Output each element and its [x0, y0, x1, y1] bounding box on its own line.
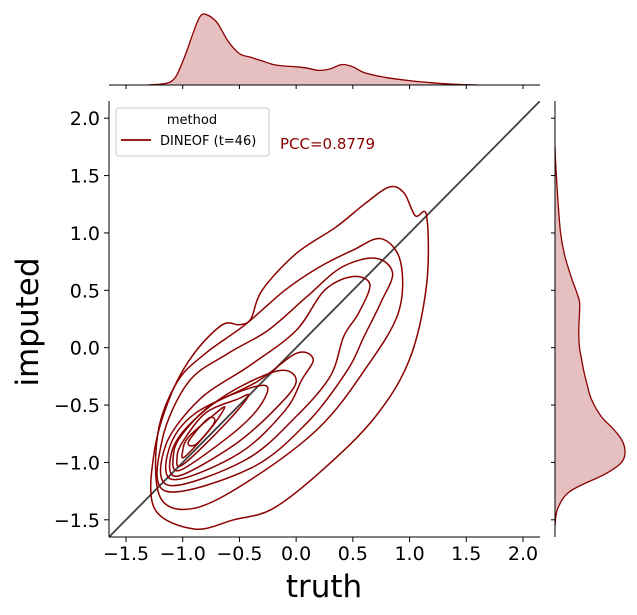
top-marginal-density: [109, 13, 540, 89]
x-tick-label: 1.0: [394, 543, 424, 565]
x-tick-label: 2.0: [508, 543, 538, 565]
legend-entry-dineof: DINEOF (t=46): [160, 134, 256, 149]
kde-contour-level-9: [154, 237, 404, 511]
kde-contour-level-8: [156, 257, 394, 493]
x-axis-title: truth: [286, 569, 362, 605]
y-tick-label: 0.0: [70, 338, 100, 360]
x-tick-label: −0.5: [216, 543, 262, 565]
y-tick-label: −0.5: [54, 395, 100, 417]
x-tick-label: 0.5: [338, 543, 368, 565]
x-tick-label: −1.5: [103, 543, 149, 565]
x-tick-label: −1.0: [160, 543, 206, 565]
kde-contour-level-7: [159, 275, 371, 487]
pcc-annotation: PCC=0.8779: [280, 135, 375, 153]
y-tick-label: −1.5: [54, 510, 100, 532]
kde-contour-level-6: [164, 351, 314, 481]
y-axis-ticks: −1.5 −1.0 −0.5 0.0 0.5 1.0 1.5 2.0: [54, 108, 109, 532]
legend-frame: [115, 107, 270, 157]
right-marginal-fill: [555, 146, 625, 526]
kde-contour-level-10: [149, 185, 430, 531]
top-marginal-ticks: [125, 85, 524, 89]
right-marginal-density: [551, 101, 626, 537]
right-marginal-curve: [554, 146, 626, 526]
y-tick-label: 1.5: [70, 166, 100, 188]
main-plot: −1.5 −1.0 −0.5 0.0 0.5 1.0 1.5 2.0 −1.5 −1.0 −0.5…: [10, 101, 540, 605]
kde-contour-level-2: [181, 406, 226, 459]
top-marginal-curve: [148, 13, 478, 86]
y-axis-title: imputed: [10, 257, 46, 386]
kde-contour-level-5: [168, 369, 297, 477]
y-tick-label: 2.0: [70, 108, 100, 130]
kde-contour-level-4: [172, 384, 269, 472]
y-tick-label: −1.0: [54, 452, 100, 474]
legend-title: method: [167, 113, 217, 128]
kde-contour-level-3: [175, 393, 250, 468]
top-marginal-fill: [148, 13, 478, 85]
x-tick-label: 0.0: [281, 543, 311, 565]
x-axis-ticks: −1.5 −1.0 −0.5 0.0 0.5 1.0 1.5 2.0: [103, 537, 538, 565]
kde-contours: [149, 185, 430, 531]
y-tick-label: 1.0: [70, 223, 100, 245]
y-tick-label: 0.5: [70, 280, 100, 302]
identity-reference-line: [109, 101, 540, 537]
legend: method DINEOF (t=46): [115, 107, 270, 157]
x-tick-label: 1.5: [451, 543, 481, 565]
right-marginal-ticks: [551, 117, 555, 521]
